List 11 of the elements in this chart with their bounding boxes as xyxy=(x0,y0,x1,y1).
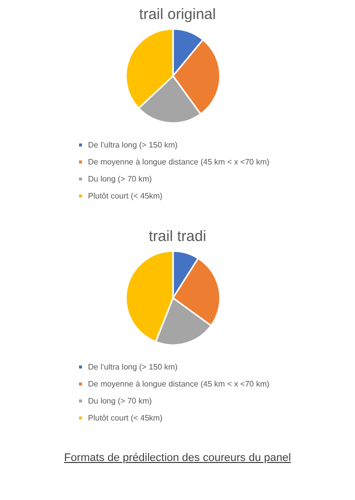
chart-title: trail original xyxy=(139,6,216,23)
legend-label: Plutôt court (< 45km) xyxy=(88,414,163,422)
legend-label: Du long (> 70 km) xyxy=(88,396,152,406)
text: Formats de prédilection des coureurs du panel xyxy=(63,452,292,464)
legend-label: Du long (> 70 km) xyxy=(88,174,152,184)
legend-label: De moyenne à longue distance (45 km < x <70 km) xyxy=(88,158,270,166)
legend-label: De l’ultra long (> 150 km) xyxy=(88,140,178,150)
legend-label: De l’ultra long (> 150 km) xyxy=(88,362,178,372)
legend-label: De moyenne à longue distance (45 km < x <70 km) xyxy=(88,380,270,388)
legend-label: Plutôt court (< 45km) xyxy=(88,192,163,200)
chart-title: trail tradi xyxy=(148,228,206,245)
